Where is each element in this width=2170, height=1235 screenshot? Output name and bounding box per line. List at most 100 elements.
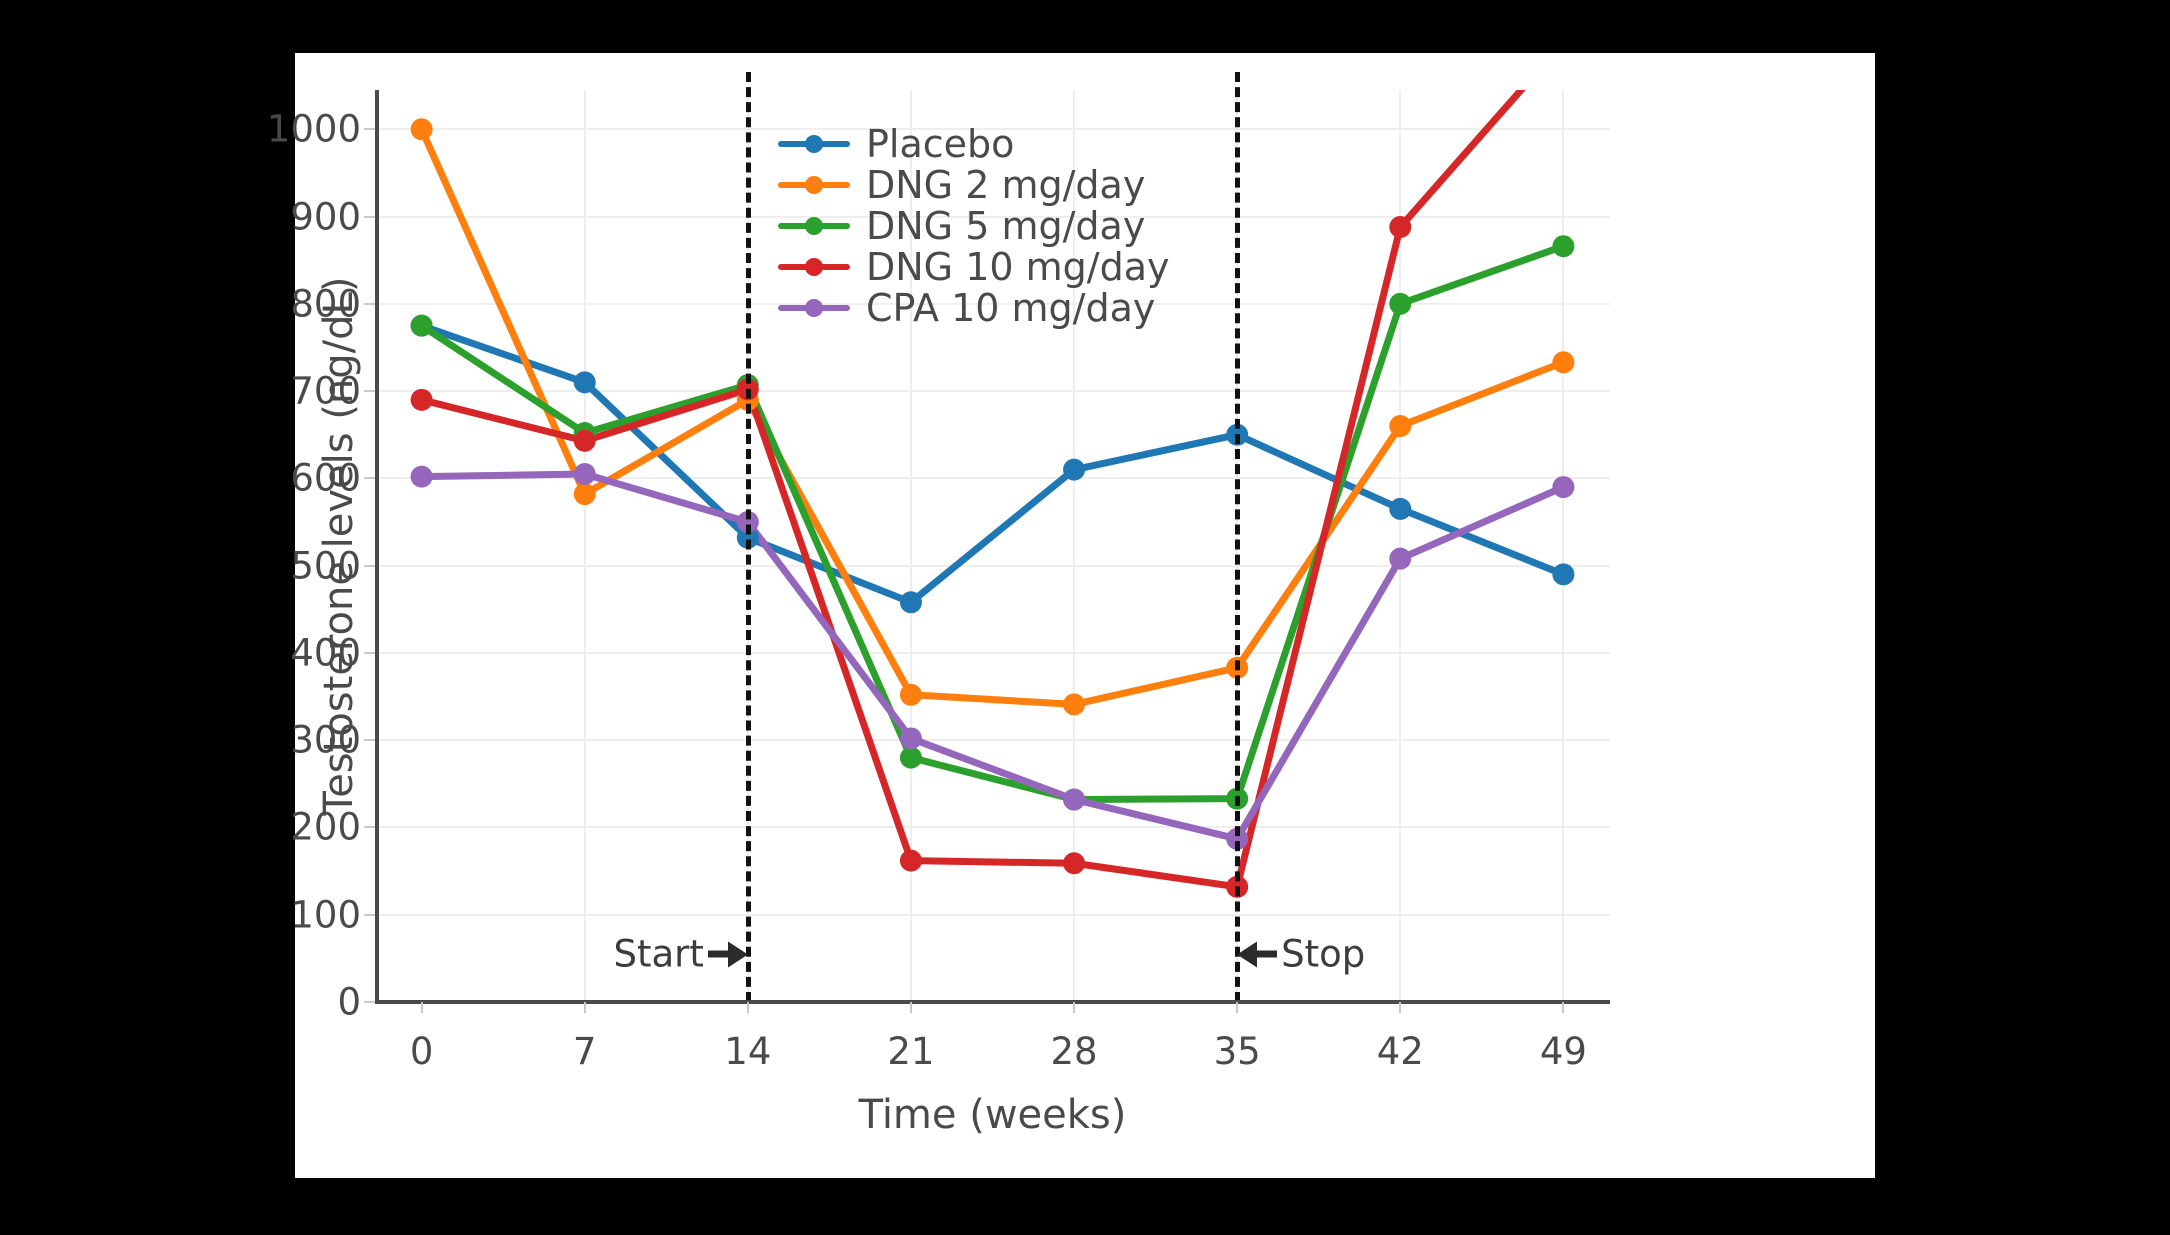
- y-tick-mark: [364, 477, 375, 480]
- y-tick-label: 200: [290, 805, 361, 849]
- x-tick-label: 35: [1213, 1030, 1261, 1073]
- arrow-right-icon: [727, 941, 748, 967]
- data-point-marker: [573, 483, 596, 506]
- x-axis-spine: [375, 1000, 1610, 1004]
- y-axis-title: Testosterone levels (ng/dL): [316, 276, 362, 816]
- gridline-horizontal: [375, 826, 1610, 829]
- data-point-marker: [410, 388, 433, 411]
- series-line: [418, 470, 1567, 843]
- data-point-marker: [899, 727, 922, 750]
- data-point-marker: [1063, 852, 1086, 875]
- data-point-marker: [1389, 547, 1412, 570]
- data-point-marker: [1389, 216, 1412, 239]
- data-point-marker: [573, 371, 596, 394]
- y-tick-mark: [364, 651, 375, 654]
- data-point-marker: [410, 314, 433, 337]
- x-tick-mark: [420, 1002, 423, 1013]
- gridline-horizontal: [375, 215, 1610, 218]
- y-axis-spine: [375, 90, 379, 1002]
- y-tick-label: 600: [290, 456, 361, 500]
- gridline-horizontal: [375, 128, 1610, 131]
- y-tick-label: 900: [290, 195, 361, 239]
- gridline-vertical: [1562, 90, 1565, 1002]
- x-tick-mark: [1562, 1002, 1565, 1013]
- legend-swatch: [778, 164, 850, 205]
- series-line: [418, 242, 1567, 804]
- y-tick-mark: [364, 739, 375, 742]
- legend-item[interactable]: DNG 10 mg/day: [778, 245, 1169, 289]
- x-axis-title: Time (weeks): [858, 1092, 1127, 1138]
- data-point-marker: [1389, 292, 1412, 315]
- legend-marker-icon: [805, 298, 823, 317]
- legend-swatch: [778, 205, 850, 246]
- x-tick-label: 42: [1376, 1030, 1424, 1073]
- gridline-horizontal: [375, 913, 1610, 916]
- plot-area: 0 100 200 300 400 500 600 700 800 900 1000 0 7 14 21 2…: [267, 72, 1610, 1138]
- legend-marker-icon: [805, 134, 823, 153]
- y-tick-label: 100: [290, 893, 361, 937]
- data-point-marker: [410, 118, 433, 141]
- y-tick-mark: [364, 1001, 375, 1003]
- y-tick-label: 700: [290, 369, 361, 413]
- x-tick-mark: [746, 1002, 749, 1013]
- data-point-marker: [1552, 235, 1575, 258]
- arrow-stem: [1255, 950, 1278, 958]
- chart-legend: Placebo DNG 2 mg/day DNG 5 mg/day DNG 10 mg…: [778, 121, 1169, 330]
- data-point-marker: [1063, 458, 1086, 481]
- data-point-marker: [573, 429, 596, 452]
- gridline-horizontal: [375, 390, 1610, 393]
- gridline-vertical: [909, 90, 912, 1002]
- data-point-marker: [899, 849, 922, 872]
- legend-item[interactable]: DNG 5 mg/day: [778, 204, 1145, 248]
- legend-swatch: [778, 246, 850, 287]
- x-tick-label: 14: [724, 1030, 772, 1073]
- data-point-marker: [1063, 788, 1086, 811]
- x-tick-label: 7: [572, 1030, 597, 1073]
- legend-marker-icon: [805, 257, 823, 276]
- axis-annotation-start: Start: [613, 933, 748, 976]
- y-tick-mark: [364, 215, 375, 218]
- data-point-marker: [573, 463, 596, 485]
- y-tick-label: 400: [290, 631, 361, 675]
- x-tick-mark: [583, 1002, 586, 1013]
- legend-label: CPA 10 mg/day: [866, 285, 1156, 330]
- arrow-left-icon: [1237, 941, 1258, 967]
- data-point-marker: [899, 683, 922, 706]
- gridline-vertical: [1073, 90, 1076, 1002]
- x-tick-label: 0: [409, 1030, 434, 1073]
- legend-label: DNG 5 mg/day: [866, 203, 1146, 248]
- chart-figure: 0 100 200 300 400 500 600 700 800 900 1000 0 7 14 21 2…: [267, 53, 1875, 1178]
- data-point-marker: [899, 591, 922, 614]
- x-tick-mark: [1399, 1002, 1402, 1013]
- y-tick-label: 800: [290, 282, 361, 326]
- legend-item[interactable]: Placebo: [778, 121, 1078, 166]
- legend-swatch: [778, 287, 850, 328]
- axis-annotation-stop: Stop: [1237, 933, 1365, 976]
- gridline-horizontal: [375, 477, 1610, 480]
- data-point-marker: [1389, 497, 1412, 520]
- y-tick-label: 500: [290, 544, 361, 588]
- x-tick-label: 21: [887, 1030, 935, 1073]
- gridline-vertical: [583, 90, 586, 1002]
- x-tick-mark: [1236, 1002, 1239, 1013]
- x-tick-mark: [909, 1002, 912, 1013]
- series-line: [418, 90, 1526, 891]
- legend-label: Placebo: [866, 121, 1015, 166]
- legend-item[interactable]: CPA 10 mg/day: [778, 286, 1155, 330]
- data-point-marker: [1389, 415, 1412, 437]
- legend-label: DNG 10 mg/day: [866, 244, 1170, 289]
- y-tick-mark: [364, 128, 375, 131]
- legend-swatch: [778, 123, 850, 164]
- series-layer: [375, 90, 1610, 1002]
- data-point-marker: [1552, 476, 1575, 499]
- x-tick-mark: [1073, 1002, 1076, 1013]
- reference-vline: [1235, 72, 1241, 1002]
- data-point-marker: [1063, 693, 1086, 716]
- series-line: [418, 322, 1567, 606]
- legend-label: DNG 2 mg/day: [866, 162, 1146, 207]
- data-point-marker: [899, 746, 922, 769]
- y-tick-mark: [364, 390, 375, 393]
- y-tick-label: 1000: [266, 107, 361, 151]
- y-tick-label: 300: [290, 718, 361, 762]
- legend-item[interactable]: DNG 2 mg/day: [778, 163, 1145, 207]
